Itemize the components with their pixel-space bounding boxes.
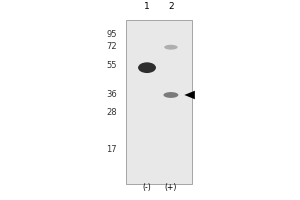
Text: 95: 95: [107, 30, 117, 39]
Text: 17: 17: [106, 145, 117, 154]
Text: 36: 36: [106, 90, 117, 99]
Ellipse shape: [164, 45, 178, 50]
Text: (-): (-): [142, 183, 152, 192]
Text: 55: 55: [107, 61, 117, 70]
Polygon shape: [184, 91, 195, 99]
Ellipse shape: [164, 92, 178, 98]
Text: (+): (+): [165, 183, 177, 192]
Text: 72: 72: [106, 42, 117, 51]
Text: 1: 1: [144, 2, 150, 11]
Text: 2: 2: [168, 2, 174, 11]
Bar: [126, 20, 192, 184]
Text: 28: 28: [106, 108, 117, 117]
Ellipse shape: [138, 62, 156, 73]
